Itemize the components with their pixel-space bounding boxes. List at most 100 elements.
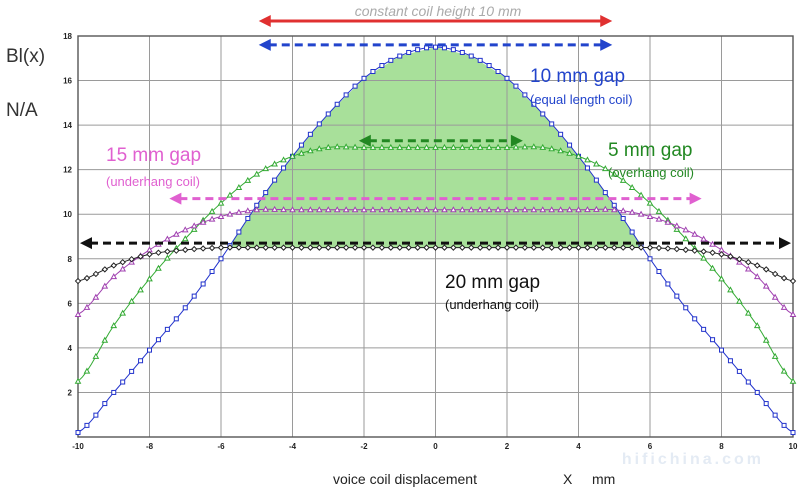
data-point-g20 <box>316 244 323 251</box>
data-point-g10 <box>602 190 608 196</box>
data-point-g20 <box>307 244 314 251</box>
annotation-label-a_const: constant coil height 10 mm <box>355 3 522 19</box>
data-point-g20 <box>575 244 582 251</box>
data-point-g15 <box>753 273 761 280</box>
data-point-g20 <box>512 244 520 251</box>
data-point-g20 <box>110 262 117 269</box>
data-point-g10 <box>665 281 671 287</box>
data-point-g5 <box>432 143 439 150</box>
data-point-g10 <box>433 44 438 50</box>
data-point-g15 <box>494 206 502 213</box>
data-point-g5 <box>342 143 350 150</box>
data-point-g10 <box>450 47 456 53</box>
data-point-g5 <box>324 143 332 150</box>
data-point-g5 <box>637 191 645 198</box>
data-point-g10 <box>102 401 108 407</box>
data-point-g5 <box>271 160 278 167</box>
data-point-g10 <box>325 111 331 117</box>
data-point-g10 <box>164 326 170 332</box>
data-point-g20 <box>396 244 403 251</box>
data-point-g20 <box>584 244 591 251</box>
data-point-g5 <box>557 147 564 154</box>
data-point-g15 <box>387 206 395 213</box>
data-point-g5 <box>119 309 127 316</box>
data-point-g20 <box>789 277 797 285</box>
data-point-g5 <box>780 367 788 374</box>
data-point-g15 <box>467 206 475 213</box>
data-point-g5 <box>226 191 234 198</box>
data-point-g20 <box>771 270 779 278</box>
data-point-g5 <box>655 207 663 214</box>
arrow-head-left-a_5 <box>358 134 371 147</box>
data-point-g10 <box>459 49 465 55</box>
data-point-g15 <box>530 206 538 213</box>
arrow-head-right-a_5 <box>510 134 523 147</box>
data-point-g15 <box>771 293 779 300</box>
data-point-g5 <box>494 143 502 150</box>
data-point-g20 <box>762 266 770 273</box>
data-point-g15 <box>83 303 91 310</box>
arrow-head-left-a_10 <box>258 38 271 51</box>
arrow-head-left-a_20 <box>80 237 92 250</box>
annotation-sublabel-a_10: (equal length coil) <box>530 92 633 107</box>
y-tick-label: 10 <box>63 210 72 219</box>
data-point-g15 <box>199 218 207 225</box>
data-point-g5 <box>181 235 189 242</box>
x-tick-label: 8 <box>719 442 724 451</box>
data-point-g10 <box>272 177 278 183</box>
data-point-g10 <box>745 379 751 385</box>
data-point-g20 <box>619 244 627 251</box>
data-point-g5 <box>575 152 582 159</box>
data-point-g10 <box>584 165 590 171</box>
data-point-g20 <box>664 245 672 252</box>
data-point-g10 <box>540 111 546 117</box>
data-point-g10 <box>334 101 340 107</box>
data-point-g10 <box>763 401 769 407</box>
data-point-g15 <box>619 207 627 214</box>
data-point-g20 <box>74 277 82 285</box>
data-point-g5 <box>736 297 743 304</box>
data-point-g5 <box>315 145 323 152</box>
data-point-g15 <box>74 310 82 317</box>
data-point-g15 <box>253 206 261 213</box>
data-point-g5 <box>628 183 636 190</box>
arrow-head-right-a_const <box>600 15 613 27</box>
data-point-g20 <box>387 244 395 251</box>
data-point-g20 <box>289 244 296 251</box>
data-point-g10 <box>647 256 653 262</box>
data-point-g20 <box>253 244 260 251</box>
data-point-g10 <box>129 368 135 374</box>
data-point-g20 <box>208 244 216 252</box>
data-point-g10 <box>790 430 796 436</box>
data-point-g15 <box>601 205 609 212</box>
data-point-g20 <box>628 244 636 251</box>
data-point-g5 <box>137 286 144 293</box>
watermark: hifichina.com <box>621 451 764 468</box>
annotation-label-a_10: 10 mm gap <box>530 66 625 87</box>
data-point-g5 <box>244 176 252 183</box>
data-point-g5 <box>155 264 162 271</box>
data-point-g5 <box>727 286 734 293</box>
data-point-g5 <box>190 225 198 232</box>
annotation-sublabel-a_15: (underhang coil) <box>106 174 200 189</box>
data-point-g20 <box>137 253 144 260</box>
data-point-g5 <box>217 199 225 206</box>
data-point-g20 <box>468 244 475 251</box>
x-tick-label: -4 <box>289 442 297 451</box>
data-point-g20 <box>441 244 448 251</box>
data-point-g20 <box>342 244 350 251</box>
data-point-g5 <box>530 143 538 150</box>
data-point-g10 <box>155 337 161 343</box>
data-point-g15 <box>208 215 216 222</box>
data-point-g20 <box>432 244 439 251</box>
data-point-g5 <box>423 143 430 150</box>
y-axis-label-line1: Bl(x) <box>6 46 46 67</box>
data-point-g5 <box>128 297 135 304</box>
data-point-g20 <box>146 251 153 258</box>
data-point-g20 <box>423 244 430 251</box>
data-point-g5 <box>450 143 457 150</box>
data-point-g15 <box>414 206 421 213</box>
data-point-g20 <box>378 244 386 251</box>
data-point-g10 <box>620 215 626 221</box>
y-tick-label: 4 <box>68 344 73 353</box>
